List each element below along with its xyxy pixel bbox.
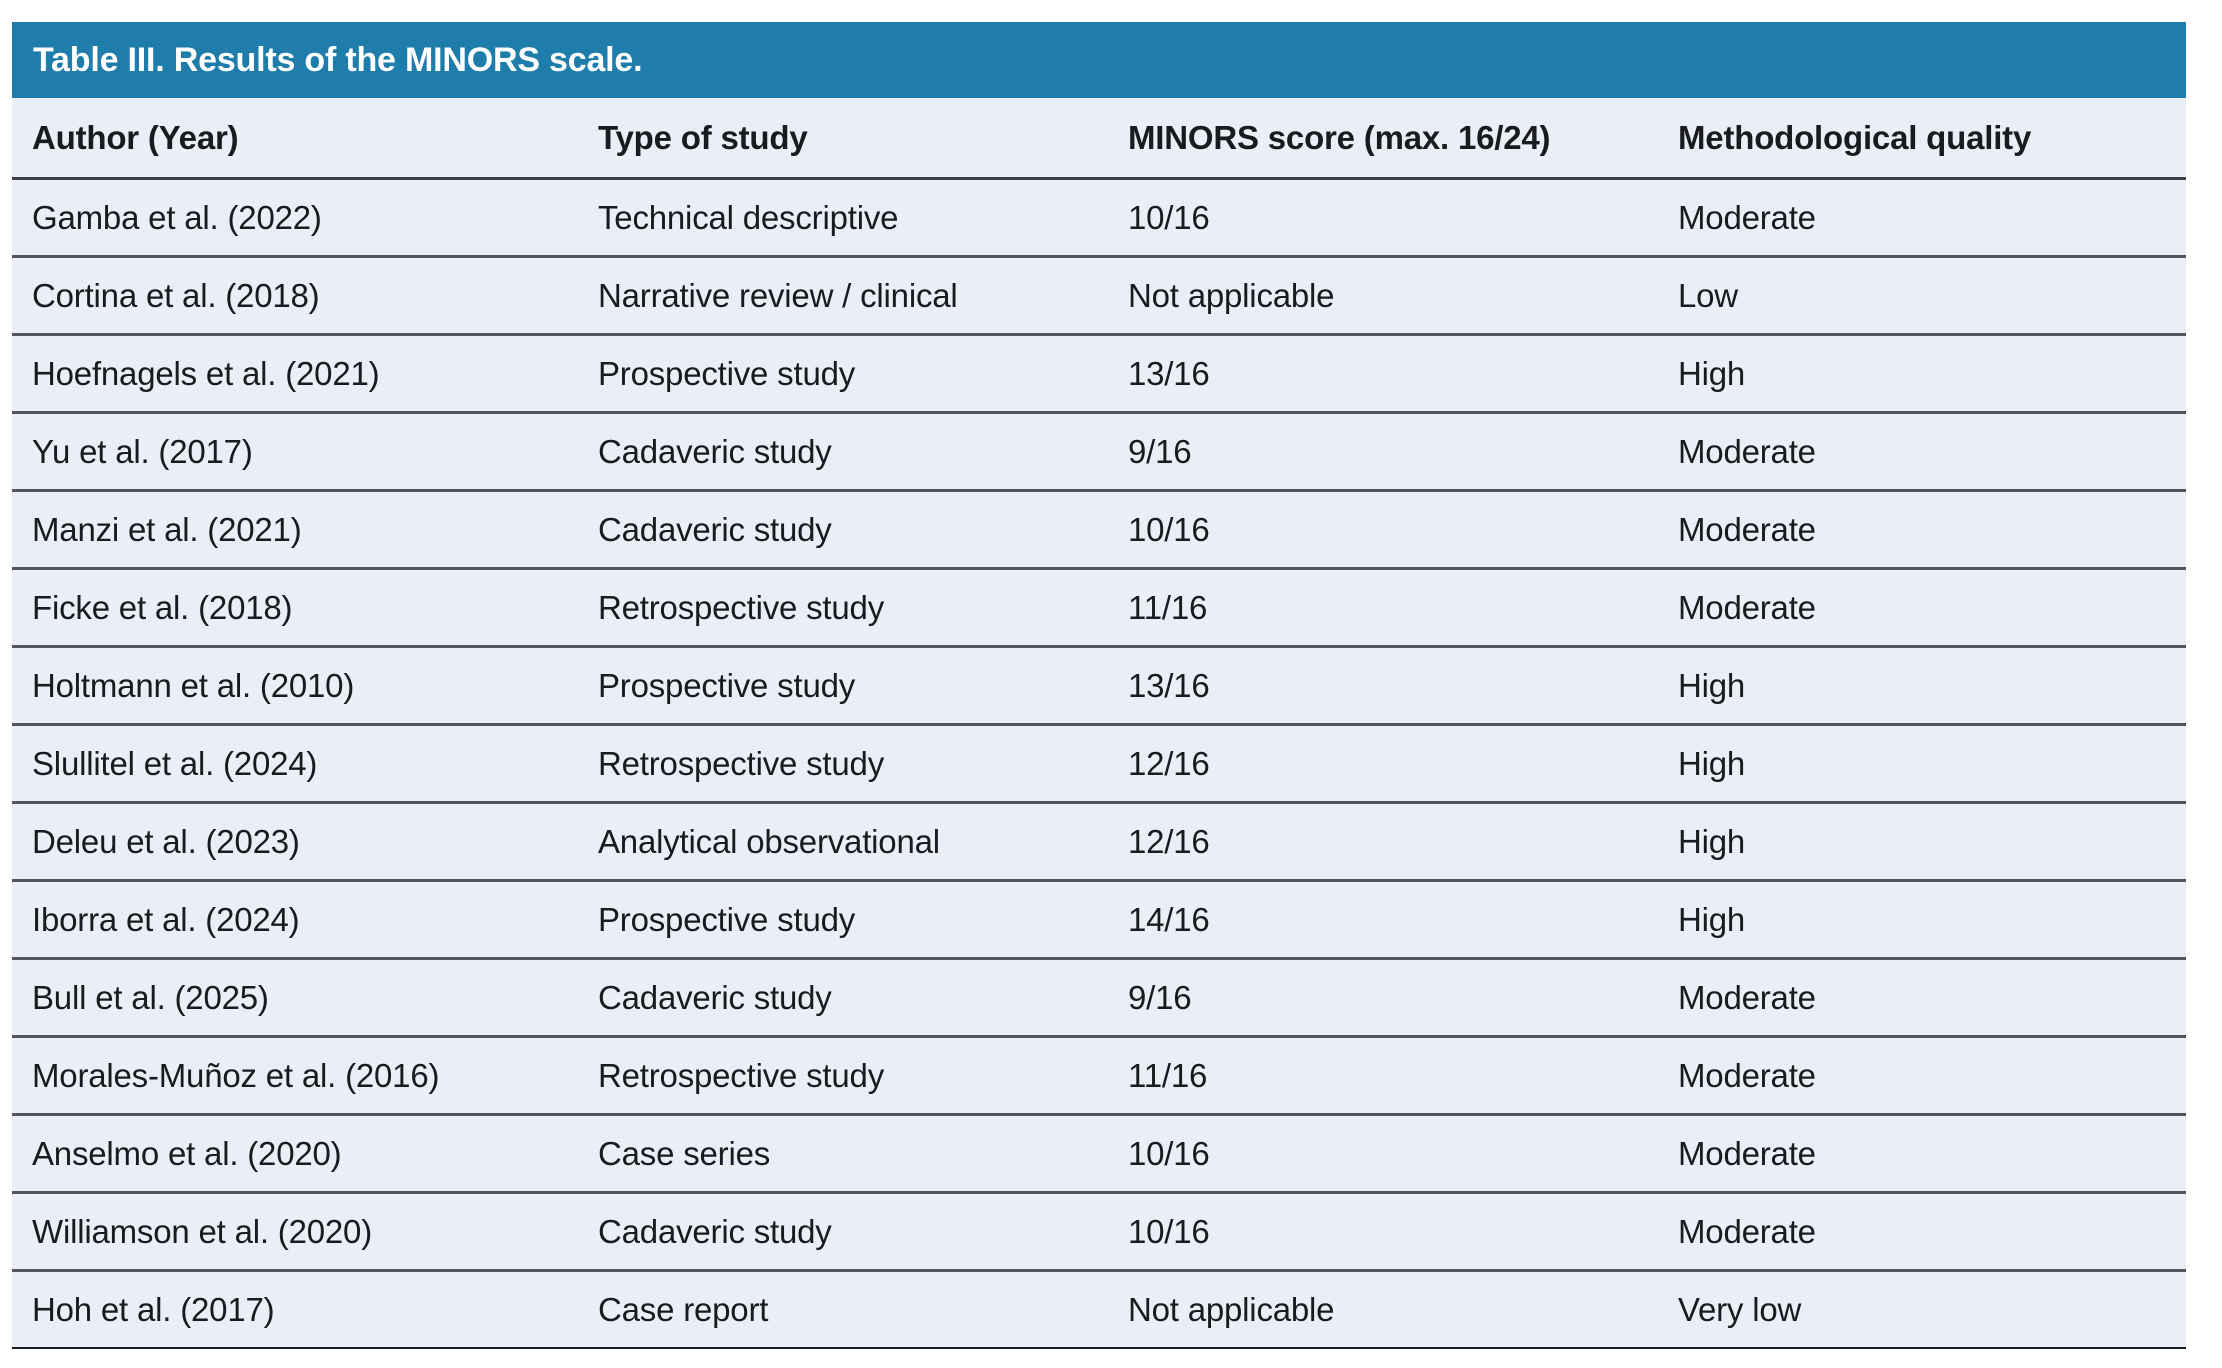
table-row: Gamba et al. (2022) Technical descriptiv… [12,179,2186,257]
cell-score: 11/16 [1108,567,1658,647]
cell-score: 9/16 [1108,411,1658,491]
cell-quality: High [1658,333,2186,413]
table-row: Cortina et al. (2018) Narrative review /… [12,255,2186,335]
cell-quality: High [1658,723,2186,803]
col-header-score: MINORS score (max. 16/24) [1108,98,1658,180]
cell-score: Not applicable [1108,255,1658,335]
table-row: Holtmann et al. (2010) Prospective study… [12,645,2186,725]
col-header-type: Type of study [578,98,1108,180]
cell-author: Anselmo et al. (2020) [12,1113,578,1193]
table-title: Table III. Results of the MINORS scale. [33,40,643,79]
cell-score: 12/16 [1108,801,1658,881]
cell-study-type: Retrospective study [578,567,1108,647]
cell-author: Deleu et al. (2023) [12,801,578,881]
cell-author: Slullitel et al. (2024) [12,723,578,803]
cell-study-type: Cadaveric study [578,411,1108,491]
table-title-bar: Table III. Results of the MINORS scale. [12,22,2186,98]
cell-author: Bull et al. (2025) [12,957,578,1037]
cell-study-type: Cadaveric study [578,1191,1108,1271]
table-row: Williamson et al. (2020) Cadaveric study… [12,1191,2186,1271]
cell-author: Hoefnagels et al. (2021) [12,333,578,413]
cell-quality: Moderate [1658,1191,2186,1271]
cell-quality: Moderate [1658,1113,2186,1193]
cell-author: Morales-Muñoz et al. (2016) [12,1035,578,1115]
cell-author: Manzi et al. (2021) [12,489,578,569]
cell-author: Iborra et al. (2024) [12,879,578,959]
table-row: Bull et al. (2025) Cadaveric study 9/16 … [12,957,2186,1037]
col-header-author: Author (Year) [12,98,578,180]
table-row: Iborra et al. (2024) Prospective study 1… [12,879,2186,959]
table-row: Manzi et al. (2021) Cadaveric study 10/1… [12,489,2186,569]
col-header-quality: Methodological quality [1658,98,2186,180]
table-row: Yu et al. (2017) Cadaveric study 9/16 Mo… [12,411,2186,491]
table-row: Anselmo et al. (2020) Case series 10/16 … [12,1113,2186,1193]
table-row: Hoefnagels et al. (2021) Prospective stu… [12,333,2186,413]
table-row: Ficke et al. (2018) Retrospective study … [12,567,2186,647]
cell-score: 10/16 [1108,1113,1658,1193]
table-row: Slullitel et al. (2024) Retrospective st… [12,723,2186,803]
cell-study-type: Analytical observational [578,801,1108,881]
cell-study-type: Cadaveric study [578,957,1108,1037]
cell-score: 12/16 [1108,723,1658,803]
cell-author: Ficke et al. (2018) [12,567,578,647]
table-header-row: Author (Year) Type of study MINORS score… [12,98,2186,180]
cell-quality: High [1658,879,2186,959]
cell-score: 10/16 [1108,1191,1658,1271]
cell-quality: Moderate [1658,411,2186,491]
cell-score: 9/16 [1108,957,1658,1037]
cell-score: 10/16 [1108,489,1658,569]
cell-study-type: Case report [578,1269,1108,1348]
table-row: Hoh et al. (2017) Case report Not applic… [12,1269,2186,1348]
cell-quality: Low [1658,255,2186,335]
cell-study-type: Retrospective study [578,1035,1108,1115]
cell-quality: Moderate [1658,489,2186,569]
cell-quality: High [1658,801,2186,881]
minors-results-table: Table III. Results of the MINORS scale. … [12,22,2186,1349]
cell-study-type: Case series [578,1113,1108,1193]
cell-study-type: Technical descriptive [598,198,899,236]
cell-study-type: Prospective study [578,333,1108,413]
cell-study-type: Cadaveric study [578,489,1108,569]
table-row: Morales-Muñoz et al. (2016) Retrospectiv… [12,1035,2186,1115]
cell-score: Not applicable [1108,1269,1658,1348]
cell-score: 10/16 [1128,198,1210,236]
cell-quality: Moderate [1658,957,2186,1037]
cell-study-type: Prospective study [578,645,1108,725]
cell-quality: Very low [1658,1269,2186,1348]
cell-study-type: Prospective study [578,879,1108,959]
cell-study-type: Retrospective study [578,723,1108,803]
cell-quality: Moderate [1658,1035,2186,1115]
cell-study-type: Narrative review / clinical [578,255,1108,335]
cell-author: Gamba et al. (2022) [32,198,322,236]
cell-quality: Moderate [1678,198,1816,236]
cell-quality: High [1658,645,2186,725]
cell-quality: Moderate [1658,567,2186,647]
table-row: Deleu et al. (2023) Analytical observati… [12,801,2186,881]
cell-author: Williamson et al. (2020) [12,1191,578,1271]
table: Author (Year) Type of study MINORS score… [12,98,2186,1349]
cell-author: Holtmann et al. (2010) [12,645,578,725]
cell-author: Cortina et al. (2018) [12,255,578,335]
cell-author: Hoh et al. (2017) [12,1269,578,1348]
cell-score: 14/16 [1108,879,1658,959]
cell-score: 11/16 [1108,1035,1658,1115]
cell-score: 13/16 [1108,333,1658,413]
cell-author: Yu et al. (2017) [12,411,578,491]
cell-score: 13/16 [1108,645,1658,725]
